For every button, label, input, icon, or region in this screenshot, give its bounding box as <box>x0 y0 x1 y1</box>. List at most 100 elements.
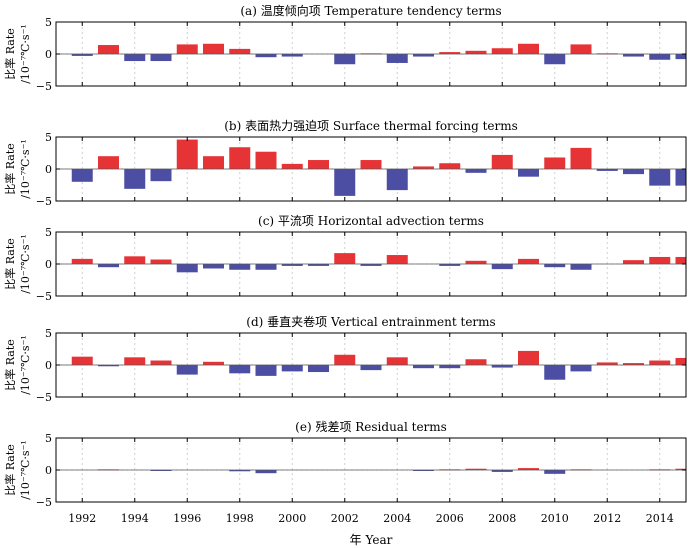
bar-2011 <box>570 264 592 270</box>
bar-2008 <box>491 154 513 169</box>
bar-2008 <box>491 470 513 472</box>
y-tick-label: 0 <box>45 258 52 271</box>
bar-2011 <box>570 365 592 372</box>
bar-2013 <box>623 260 644 264</box>
bar-1992 <box>71 54 93 56</box>
bar-2000 <box>281 163 303 169</box>
x-tick-label: 2002 <box>331 512 359 525</box>
bar-1993 <box>98 45 119 54</box>
y-axis-label-units: /10⁻⁷℃·s⁻¹ <box>19 24 32 84</box>
bar-2004 <box>386 169 408 191</box>
bar-2010 <box>544 54 566 65</box>
bar-2002 <box>334 354 356 365</box>
panel-d: (d) 垂直夹卷项 Vertical entrainment terms −5 0 5… <box>3 314 687 404</box>
bar-1998 <box>229 365 251 374</box>
bar-2006 <box>439 264 461 266</box>
bar-2004 <box>386 54 408 63</box>
y-tick-label: 5 <box>45 432 52 445</box>
bar-1995 <box>150 169 172 182</box>
bar-2005 <box>413 54 434 57</box>
bar-1997 <box>203 264 224 269</box>
x-tick-label: 2000 <box>278 512 306 525</box>
y-axis-label: 比率 Rate <box>3 339 17 391</box>
x-tick-label: 2004 <box>383 512 411 525</box>
y-axis-label: 比率 Rate <box>3 143 17 195</box>
bar-1993 <box>98 365 119 367</box>
panel-title: (b) 表面热力强迫项 Surface thermal forcing term… <box>224 119 518 133</box>
bar-2009 <box>518 258 539 264</box>
bar-2014 <box>649 256 671 264</box>
y-tick-label: −5 <box>36 391 52 404</box>
bar-2001 <box>308 365 329 373</box>
bar-2007 <box>465 169 487 173</box>
bar-1993 <box>98 156 119 169</box>
panel-title: (a) 温度倾向项 Temperature tendency terms <box>240 3 501 18</box>
x-tick-label: 2012 <box>593 512 621 525</box>
y-tick-label: −5 <box>36 290 52 303</box>
bar-1999 <box>255 151 277 169</box>
bar-2010 <box>544 264 566 268</box>
x-tick-label: 1992 <box>68 512 96 525</box>
bar-1994 <box>124 54 146 62</box>
x-tick-label: 1994 <box>121 512 149 525</box>
bar-1999 <box>255 365 277 376</box>
bar-1999 <box>255 264 277 270</box>
x-tick-label: 1998 <box>226 512 254 525</box>
bar-1996 <box>176 44 198 54</box>
bar-1992 <box>71 356 93 365</box>
y-tick-label: −5 <box>36 80 52 93</box>
panel-title: (e) 残差项 Residual terms <box>295 420 447 434</box>
bar-2008 <box>491 365 513 368</box>
bar-1995 <box>150 54 172 62</box>
bar-2012 <box>596 362 618 365</box>
bar-1998 <box>229 264 251 270</box>
bar-1996 <box>176 139 198 169</box>
bar-1998 <box>229 147 251 169</box>
bar-1998 <box>229 48 251 54</box>
panel-b: (b) 表面热力强迫项 Surface thermal forcing term… <box>3 119 687 208</box>
bar-1997 <box>203 361 224 365</box>
bar-2009 <box>518 169 539 177</box>
bar-2006 <box>439 365 461 369</box>
bar-2010 <box>544 365 566 380</box>
bar-1997 <box>203 43 224 54</box>
y-tick-label: 0 <box>45 163 52 176</box>
y-axis-label-units: /10⁻⁷℃·s⁻¹ <box>19 139 32 199</box>
bar-2004 <box>386 357 408 365</box>
x-tick-label: 2008 <box>488 512 516 525</box>
bar-2011 <box>570 44 592 54</box>
bar-2001 <box>308 264 329 266</box>
bar-2015 <box>675 54 686 60</box>
bar-1996 <box>176 365 198 375</box>
panel-title: (d) 垂直夹卷项 Vertical entrainment terms <box>246 314 495 329</box>
x-tick-label: 2010 <box>541 512 569 525</box>
bar-2003 <box>360 365 382 371</box>
bar-2014 <box>649 54 671 60</box>
bar-2008 <box>491 48 513 54</box>
y-axis-label: 比率 Rate <box>3 238 17 290</box>
bar-2009 <box>518 350 539 365</box>
y-axis-label: 比率 Rate <box>3 444 17 496</box>
bar-2007 <box>465 260 487 264</box>
bar-2005 <box>413 470 434 471</box>
y-tick-label: 5 <box>45 327 52 340</box>
bar-2005 <box>413 365 434 369</box>
bar-2000 <box>281 54 303 57</box>
bar-1996 <box>176 264 198 273</box>
x-axis-label: 年 Year <box>350 533 393 547</box>
bar-2004 <box>386 255 408 264</box>
bar-2007 <box>465 468 487 470</box>
bar-2010 <box>544 157 566 169</box>
bar-2015 <box>675 468 686 470</box>
bar-1999 <box>255 54 277 58</box>
bar-2006 <box>439 163 461 169</box>
y-tick-label: 0 <box>45 48 52 61</box>
bar-2013 <box>623 54 644 57</box>
bar-2006 <box>439 52 461 54</box>
bar-1992 <box>71 169 93 182</box>
bar-2014 <box>649 360 671 365</box>
bar-2003 <box>360 160 382 169</box>
bar-2002 <box>334 169 356 196</box>
panel-title: (c) 平流项 Horizontal advection terms <box>258 214 484 228</box>
